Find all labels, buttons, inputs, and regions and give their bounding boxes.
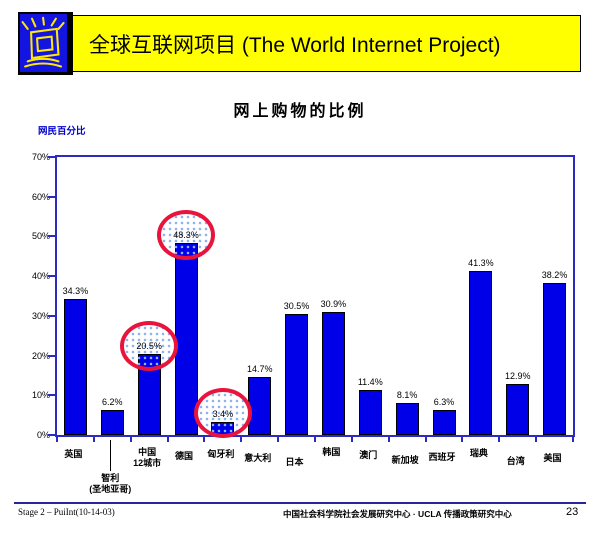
category-label: 美国 (543, 453, 562, 463)
bar-value-label: 6.3% (433, 396, 455, 407)
y-tick-label: 40% (31, 271, 50, 282)
bar-value-label: 41.3% (468, 257, 494, 268)
header-title: 全球互联网项目 (The World Internet Project) (89, 33, 501, 57)
x-tick-mark (424, 437, 427, 442)
y-tick-mark (48, 275, 55, 278)
bar-value-label: 11.4% (357, 376, 383, 387)
category-label: 日本 (285, 457, 304, 467)
header-banner: 全球互联网项目 (The World Internet Project) (18, 15, 581, 72)
y-tick-mark (48, 354, 55, 357)
footer-stage-label: Stage 2 – PuiInt(10-14-03) (18, 507, 115, 517)
x-tick-mark (461, 437, 464, 442)
bar-value-label: 3.4% (212, 408, 234, 419)
bar-value-label: 30.5% (283, 300, 310, 311)
category-label: 西班牙 (428, 452, 456, 462)
bar-value-label: 38.2% (541, 270, 568, 281)
bar-value-label: 14.7% (246, 363, 273, 374)
annotation-circle (193, 388, 252, 438)
y-tick-mark (48, 235, 55, 238)
bar (543, 283, 567, 435)
y-tick-label: 20% (31, 350, 50, 361)
x-axis-labels: 英国智利 (圣地亚哥) 中国 12城市 德国 匈牙利 意大利 日本 韩国 澳门新加坡 西班牙 瑞典… (55, 440, 575, 500)
y-tick-label: 50% (31, 231, 50, 242)
y-tick-label: 30% (31, 310, 50, 321)
bar (321, 312, 345, 435)
category-label: 新加坡 (391, 455, 419, 465)
category-label: 德国 (174, 451, 193, 461)
bar (395, 402, 419, 435)
x-tick-mark (203, 437, 206, 442)
chart-title: 网上购物的比例 (233, 103, 367, 120)
bar-value-label: 30.9% (320, 299, 347, 310)
bar (63, 298, 87, 435)
x-tick-mark (129, 437, 132, 442)
footer-institution-label: 中国社会科学院社会发展研究中心 · UCLA 传播政策研究中心 (283, 509, 512, 519)
y-tick-label: 70% (31, 152, 50, 162)
y-tick-mark (48, 156, 55, 158)
x-tick-mark (277, 437, 280, 442)
annotation-circle (120, 320, 179, 371)
bar-value-label: 6.2% (102, 397, 123, 408)
y-tick-mark (48, 314, 55, 317)
category-label: 瑞典 (469, 448, 488, 458)
category-label: 韩国 (322, 447, 341, 457)
monitor-sketch-icon (21, 16, 65, 68)
page-number: 23 (566, 506, 579, 518)
y-axis-tick-labels: 0% 10% 20% 30% 40% 50% 60% 70% (8, 152, 50, 440)
bar (358, 389, 382, 435)
annotation-circle (157, 210, 215, 261)
x-tick-mark (572, 437, 574, 442)
bar (100, 410, 124, 435)
category-label: 澳门 (359, 450, 378, 460)
bar-value-label: 8.1% (396, 389, 418, 400)
category-label: 英国 (64, 449, 83, 459)
category-label: 意大利 (244, 453, 272, 463)
y-tick-label: 0% (36, 430, 50, 440)
bar (432, 409, 456, 435)
bar (248, 376, 272, 435)
y-tick-label: 60% (31, 191, 50, 202)
bar-value-label: 12.9% (504, 370, 531, 381)
x-tick-mark (92, 437, 95, 442)
y-axis-title: 网民百分比 (38, 126, 86, 137)
footer-divider (14, 502, 586, 504)
plot-area: 34.3% 6.2% 20.5% 48.3% 3.4% 14.7% 30.5% 30.9% 11… (48, 155, 575, 442)
bar (469, 270, 493, 435)
x-tick-mark (350, 437, 353, 442)
category-label: 中国 12城市 (133, 447, 162, 468)
project-logo (18, 12, 73, 75)
x-tick-mark (498, 437, 501, 442)
category-label: 匈牙利 (207, 449, 235, 459)
x-tick-mark (387, 437, 390, 442)
x-tick-mark (56, 437, 58, 442)
bar (506, 383, 530, 435)
y-tick-mark (48, 394, 55, 397)
x-tick-mark (535, 437, 538, 442)
category-leader-line (109, 440, 111, 471)
bar-value-label: 48.3% (173, 230, 199, 241)
category-label: 台湾 (506, 456, 525, 466)
x-tick-mark (240, 437, 243, 442)
y-tick-mark (48, 434, 55, 436)
y-tick-mark (48, 195, 55, 198)
x-tick-mark (166, 437, 169, 442)
bar-value-label: 34.3% (62, 285, 89, 296)
y-tick-label: 10% (31, 390, 50, 401)
x-tick-mark (314, 437, 316, 442)
bar-value-label: 20.5% (136, 340, 162, 351)
bar (285, 313, 309, 435)
category-label: 智利 (圣地亚哥) (89, 473, 132, 494)
